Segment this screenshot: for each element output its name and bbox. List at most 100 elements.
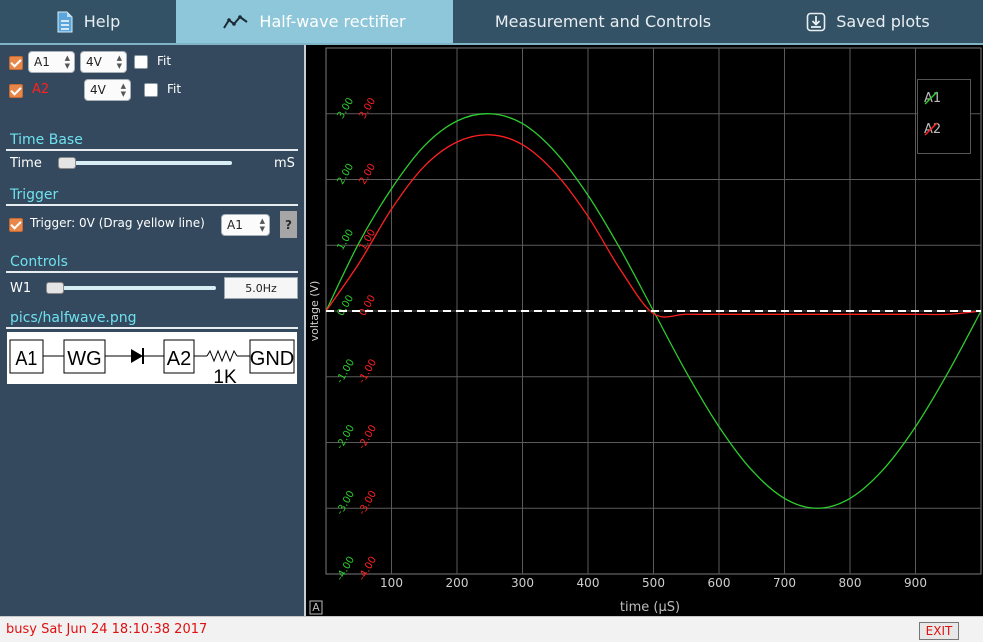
y-tick-label-a2: 3.00 (358, 96, 379, 121)
schematic-gnd-label: GND (250, 348, 294, 370)
tab-help-label: Help (83, 12, 121, 31)
w1-slider[interactable] (46, 286, 216, 290)
spin-arrows-icon: ▲ ▼ (120, 82, 126, 98)
y-tick-label-a1: 2.00 (336, 162, 357, 187)
spin-arrows-icon: ▲ ▼ (259, 217, 265, 233)
exit-button[interactable]: EXIT (919, 622, 959, 640)
y-tick-label-a2: -2.00 (357, 423, 379, 451)
divider (6, 149, 298, 151)
ch1-fit-label: Fit (157, 54, 172, 68)
ch2-range-select[interactable]: 4V ▲ ▼ (84, 79, 131, 101)
trigger-source-select[interactable]: A1 ▲ ▼ (221, 214, 270, 236)
x-tick-label: 700 (773, 576, 796, 590)
y-tick-label-a1: 0.00 (336, 293, 357, 318)
oscilloscope-plot[interactable]: 3.00 3.00 2.00 2.00 1.00 1.00 0.00 0.00 -1.00 -1.… (306, 45, 983, 616)
tab-measurement-label: Measurement and Controls (494, 12, 712, 31)
circuit-schematic: A1 WG A2 GND 1K (7, 332, 297, 388)
tab-half-wave-rectifier[interactable]: Half-wave rectifier (176, 0, 453, 43)
document-icon (56, 11, 74, 33)
x-tick-label: 200 (446, 576, 469, 590)
tab-saved-plots[interactable]: Saved plots (753, 0, 983, 43)
timebase-slider-handle[interactable] (58, 157, 76, 169)
ch2-fit-checkbox[interactable] (144, 83, 158, 97)
ch1-fit-checkbox[interactable] (134, 55, 148, 69)
w1-label: W1 (10, 281, 32, 296)
ch2-fit-label: Fit (167, 82, 182, 96)
corner-label: A (312, 601, 320, 614)
schematic-wg-label: WG (67, 348, 101, 370)
y-tick-label-a1: -1.00 (335, 358, 357, 386)
schematic-a1-label: A1 (15, 348, 37, 370)
ch2-label: A2 (32, 82, 50, 97)
legend-a2-label: A2 (924, 122, 942, 137)
ch2-range-value: 4V (90, 83, 106, 97)
x-tick-labels: 100 200 300 400 500 600 700 800 900 (380, 576, 927, 590)
legend-a2-swatch (924, 122, 938, 136)
ch1-range-select[interactable]: 4V ▲ ▼ (80, 51, 127, 73)
x-tick-label: 500 (642, 576, 665, 590)
x-tick-label: 400 (577, 576, 600, 590)
ch1-range-value: 4V (86, 55, 102, 69)
time-unit: mS (274, 156, 295, 171)
schematic-resistor-label: 1K (213, 367, 237, 384)
controls-heading: Controls (10, 254, 68, 270)
schematic-a2-label: A2 (167, 348, 191, 370)
control-panel: A1 ▲ ▼ 4V ▲ ▼ Fit A2 4V ▲ ▼ Fit Time Base T… (0, 45, 306, 616)
trigger-source-value: A1 (227, 218, 243, 232)
tab-underline (0, 43, 983, 45)
y-tick-label-a1: -4.00 (335, 555, 357, 583)
y-axis-label: voltage (V) (308, 281, 321, 342)
legend-item-a1: A1 (924, 91, 941, 106)
status-text: busy Sat Jun 24 18:10:38 2017 (6, 622, 208, 637)
ch1-select[interactable]: A1 ▲ ▼ (28, 51, 75, 73)
y-tick-label-a2: -4.00 (357, 555, 379, 583)
w1-frequency-display: 5.0Hz (224, 277, 298, 299)
divider (6, 327, 298, 329)
help-button[interactable]: ? (280, 211, 297, 238)
divider (6, 271, 298, 273)
ch1-enable-checkbox[interactable] (9, 56, 23, 70)
trigger-label: Trigger: 0V (Drag yellow line) (30, 216, 205, 230)
spin-arrows-icon: ▲ ▼ (116, 54, 122, 70)
timebase-slider[interactable] (58, 161, 232, 165)
y-tick-label-a2: 2.00 (358, 162, 379, 187)
legend-a1-label: A1 (924, 91, 942, 106)
y-tick-label-a2: -3.00 (357, 489, 379, 517)
status-bar: busy Sat Jun 24 18:10:38 2017 EXIT (0, 616, 983, 642)
ch2-enable-checkbox[interactable] (9, 84, 23, 98)
x-tick-label: 900 (904, 576, 927, 590)
y-tick-label-a1: 1.00 (336, 228, 357, 253)
resistor-icon (206, 349, 238, 363)
x-tick-label: 600 (708, 576, 731, 590)
trigger-heading: Trigger (10, 187, 59, 203)
ch1-select-value: A1 (34, 55, 50, 69)
y-tick-label-a2: 0.00 (358, 293, 379, 318)
y-tick-labels: 3.00 3.002.00 2.001.00 1.000.00 0.00-1.00 -1.… (335, 96, 379, 583)
x-axis-label: time (µS) (620, 600, 680, 615)
diode-icon (131, 349, 143, 363)
w1-slider-handle[interactable] (46, 282, 64, 294)
legend-item-a2: A2 (924, 122, 941, 137)
y-tick-label-a2: -1.00 (357, 358, 379, 386)
x-tick-label: 100 (380, 576, 403, 590)
timebase-heading: Time Base (10, 132, 83, 148)
time-label: Time (10, 156, 42, 171)
y-tick-label-a1: -2.00 (335, 423, 357, 451)
plot-legend: A1 A2 (917, 79, 971, 154)
wave-chart-icon (223, 14, 249, 30)
plot-canvas[interactable]: 3.00 3.002.00 2.001.00 1.000.00 0.00-1.00 -1.… (306, 45, 983, 616)
trigger-checkbox[interactable] (9, 218, 23, 232)
download-icon (806, 12, 826, 32)
series-line-a2 (325, 134, 982, 318)
tab-help[interactable]: Help (0, 0, 176, 43)
tab-measurement-and-controls[interactable]: Measurement and Controls (453, 0, 753, 43)
legend-a1-swatch (924, 91, 938, 105)
spin-arrows-icon: ▲ ▼ (64, 54, 70, 70)
image-title: pics/halfwave.png (10, 310, 137, 326)
x-tick-label: 800 (839, 576, 862, 590)
tab-half-wave-rectifier-label: Half-wave rectifier (259, 12, 406, 31)
y-tick-label-a1: -3.00 (335, 489, 357, 517)
tab-saved-plots-label: Saved plots (836, 12, 930, 31)
divider (6, 204, 298, 206)
tab-bar: Help Half-wave rectifier Measurement and… (0, 0, 983, 43)
